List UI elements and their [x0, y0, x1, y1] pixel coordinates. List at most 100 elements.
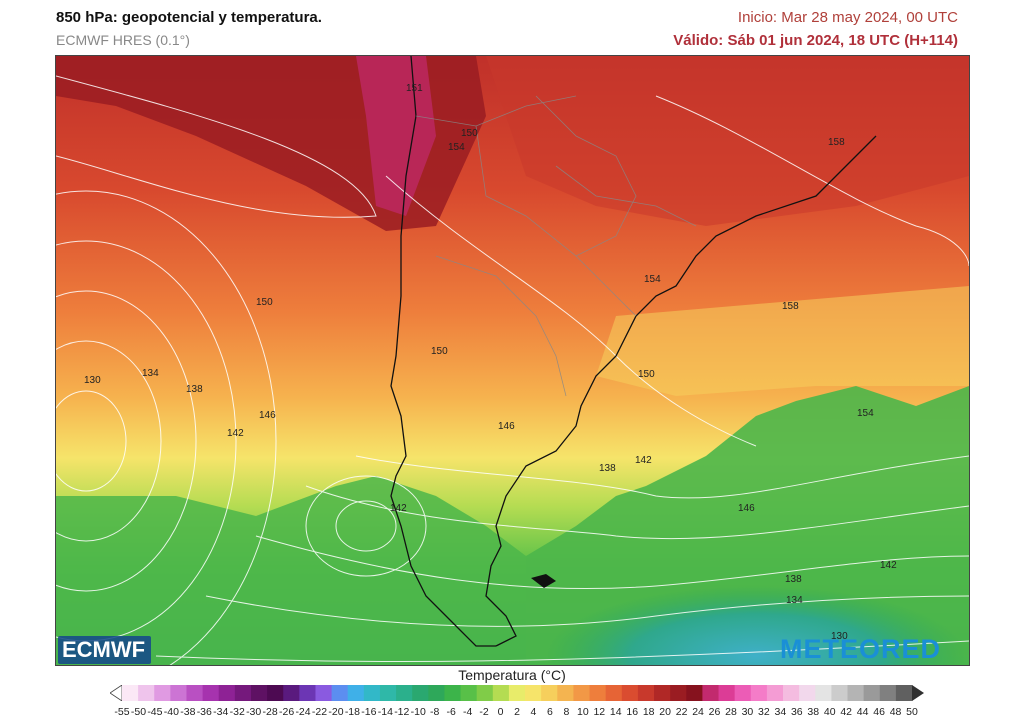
contour-label: 142	[227, 428, 244, 439]
temperature-color-scale	[110, 685, 924, 701]
contour-130	[155, 640, 969, 663]
map-title: 850 hPa: geopotencial y temperatura.	[56, 9, 322, 26]
legend-tick-label: 20	[659, 706, 671, 718]
legend-tick-label: 24	[692, 706, 704, 718]
legend-color-bin	[831, 685, 849, 701]
legend-color-bin	[654, 685, 671, 701]
border-2	[535, 95, 637, 257]
legend-color-bin	[637, 685, 655, 701]
legend-tick-label: 28	[725, 706, 737, 718]
legend-tick-label: -24	[295, 706, 311, 718]
contour-146	[355, 455, 969, 499]
contour-label: 130	[831, 631, 848, 642]
legend-tick-label: 6	[546, 706, 553, 718]
contour-label: 154	[857, 408, 874, 419]
contour-label: 150	[431, 346, 448, 357]
contour-158	[655, 95, 969, 267]
legend-tick-label: -36	[196, 706, 212, 718]
legend-tick-label: 16	[626, 706, 639, 718]
legend-color-bin	[250, 685, 268, 701]
border-4	[555, 165, 697, 227]
legend-tick-label: -2	[479, 706, 489, 718]
legend-color-bin	[396, 685, 413, 701]
legend-color-bin	[508, 685, 526, 701]
contour-134	[205, 595, 969, 627]
legend-color-bin	[525, 685, 542, 701]
legend-color-bin	[331, 685, 349, 701]
contour-label: 154	[644, 274, 661, 285]
legend-color-bin	[202, 685, 220, 701]
contour-label: 150	[461, 128, 478, 139]
contour-label: 146	[259, 410, 276, 421]
legend-color-bin	[363, 685, 381, 701]
legend-tick-label: -34	[213, 706, 229, 718]
legend-color-bin	[347, 685, 365, 701]
legend-tick-label: 46	[873, 706, 885, 718]
legend-tick-label: 32	[758, 706, 770, 718]
legend-color-bin	[299, 685, 316, 701]
legend-color-bin	[541, 685, 558, 701]
legend-tick-label: -18	[344, 706, 360, 718]
contour-label: 151	[406, 83, 423, 94]
legend-tick-label: -40	[163, 706, 179, 718]
legend-tick-label: -20	[328, 706, 344, 718]
legend-tick-label: 4	[530, 706, 537, 718]
legend-color-bin	[138, 685, 155, 701]
legend-tick-label: 48	[889, 706, 902, 718]
legend-color-bin	[557, 685, 574, 701]
legend-tick-label: -22	[311, 706, 328, 718]
legend-tick-label: 30	[741, 706, 754, 718]
legend-color-bin	[444, 685, 462, 701]
legend-tick-label: 0	[497, 706, 504, 718]
contour-label: 138	[785, 574, 802, 585]
legend-color-bin	[573, 685, 591, 701]
legend-tick-label: -32	[229, 706, 245, 718]
low-center-contour-3	[56, 290, 197, 592]
chile-coast	[390, 56, 496, 647]
contour-label: 134	[786, 595, 803, 606]
legend-color-bin	[218, 685, 236, 701]
legend-tick-label: 50	[906, 706, 918, 718]
contour-label: 142	[635, 455, 652, 466]
contour-label: 138	[599, 463, 616, 474]
argentina-coast	[485, 135, 877, 647]
valid-time: Válido: Sáb 01 jun 2024, 18 UTC (H+114)	[673, 32, 958, 49]
model-label: ECMWF HRES (0.1°)	[56, 32, 190, 48]
contour-138	[255, 535, 969, 590]
legend-color-bin	[379, 685, 397, 701]
legend-tick-label: -26	[278, 706, 295, 718]
legend-tick-label: 44	[856, 706, 869, 718]
legend-tick-label: -6	[446, 706, 456, 718]
legend-min-arrow	[110, 685, 123, 701]
mild-band	[596, 286, 969, 396]
legend-tick-label: -10	[410, 706, 426, 718]
legend-color-bin	[186, 685, 204, 701]
legend-color-bin	[428, 685, 445, 701]
legend-color-bin	[799, 685, 816, 701]
ecmwf-logo: ECMWF	[58, 636, 152, 664]
low-center-contour-2	[56, 340, 162, 542]
legend-tick-label: 2	[514, 706, 520, 718]
legend-color-bin	[895, 685, 913, 701]
legend-color-bin	[267, 685, 284, 701]
border-3	[475, 125, 637, 317]
legend-tick-label: 40	[823, 706, 836, 718]
legend-color-bin	[702, 685, 720, 701]
warm-northeast	[486, 56, 969, 226]
contour-label: 150	[638, 369, 655, 380]
map-canvas: 151 150 154 158 154 158 150 130 134 138 …	[56, 56, 969, 665]
contour-label: 146	[498, 421, 515, 432]
legend-color-bin	[412, 685, 429, 701]
legend-tick-label: 12	[593, 706, 606, 718]
contour-label: 138	[186, 384, 203, 395]
legend-tick-label: -16	[361, 706, 377, 718]
contour-label: 158	[828, 137, 845, 148]
legend-color-bin	[750, 685, 768, 701]
legend-color-bin	[815, 685, 832, 701]
legend-tick-label: -50	[130, 706, 147, 718]
country-borders	[415, 95, 697, 397]
legend-color-bin	[734, 685, 752, 701]
legend-color-bin	[605, 685, 623, 701]
weather-map[interactable]: 151 150 154 158 154 158 150 130 134 138 …	[55, 55, 970, 666]
contour-label: 142	[880, 560, 897, 571]
